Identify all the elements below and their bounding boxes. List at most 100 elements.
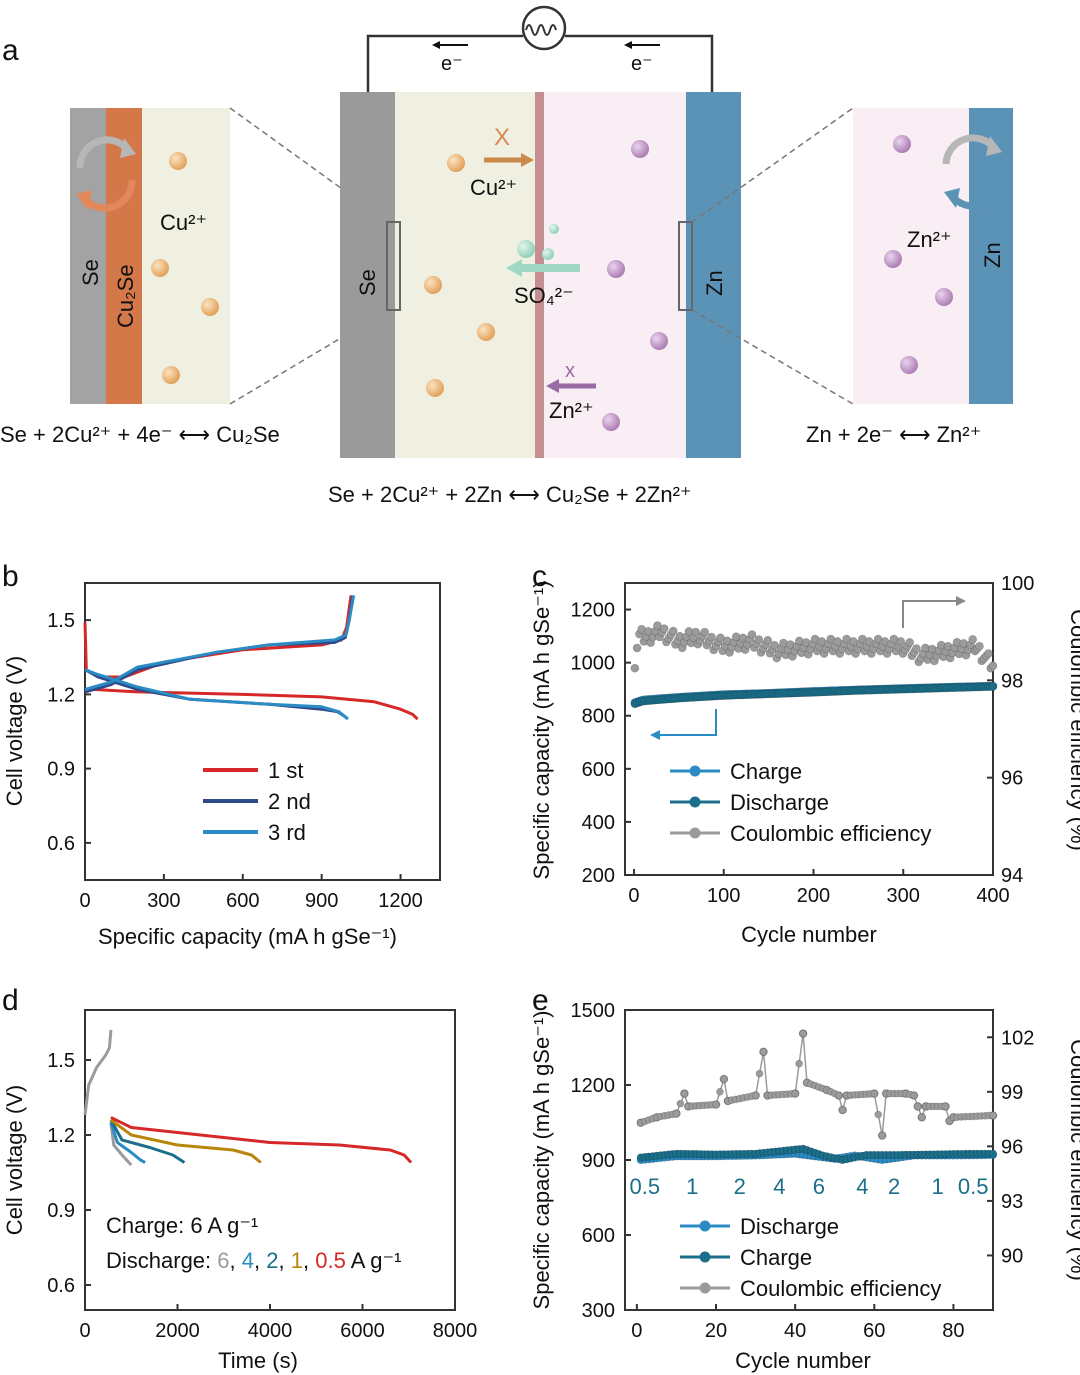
ce-point (716, 633, 725, 643)
legend-marker (689, 765, 701, 777)
annotation-part: , (279, 1248, 291, 1273)
charge-point (988, 1149, 998, 1158)
left-cu2se-label: Cu₂Se (113, 264, 138, 328)
ce-point (759, 1048, 768, 1056)
ce-point (941, 1102, 950, 1111)
x-tick-label: 4000 (248, 1320, 293, 1342)
ce-point (668, 626, 678, 636)
external-wire (366, 34, 714, 95)
panel-b: b 0 300 600 900 1200 0.6 0.9 1.2 1.5 1 st 2 nd 3 rd… (2, 560, 441, 949)
annotation-part: 4 (242, 1248, 254, 1273)
x-axis-label: Specific capacity (mA h gSe⁻¹) (98, 924, 397, 949)
x-axis-label: Cycle number (735, 1348, 871, 1373)
lightbulb-icon (521, 5, 567, 51)
y-tick-label: 0.6 (47, 1275, 75, 1297)
zn-ion (935, 288, 953, 306)
rate-label: 4 (856, 1174, 868, 1199)
y2-tick-label: 100 (1001, 573, 1034, 595)
ce-point (754, 635, 764, 644)
x-tick-label: 300 (147, 890, 180, 912)
ce-point (917, 1113, 926, 1122)
ce-point (720, 1075, 728, 1083)
series-line-1st-discharge (84, 687, 419, 721)
ce-point (691, 627, 701, 637)
cu-ion (477, 323, 495, 341)
legend-label: Discharge (730, 790, 829, 815)
left-cu-ion-label: Cu²⁺ (160, 210, 207, 235)
right-zn-ion-label: Zn²⁺ (907, 227, 952, 252)
equation-right: Zn + 2e⁻ ⟷ Zn²⁺ (806, 422, 981, 447)
annotation-part: A g⁻¹ (351, 1248, 402, 1273)
series-line-discharge-4 (109, 1122, 146, 1164)
y-tick-label: 1200 (571, 1075, 616, 1097)
ce-point (747, 630, 757, 639)
ce-point (838, 1106, 847, 1114)
cu-ion (169, 152, 187, 170)
series-line-discharge-0.5 (110, 1116, 413, 1164)
panel-a: a e⁻ e⁻ Se Cu₂Se Cu²⁺ (0, 5, 1013, 507)
ce-point (712, 1100, 720, 1109)
ce-point (968, 635, 978, 644)
annotation-part: 6 (217, 1248, 229, 1273)
rate-label: 0.5 (629, 1174, 660, 1199)
series-line-2nd-charge (84, 595, 355, 694)
x-tick-label: 0 (79, 890, 90, 912)
y-tick-label: 800 (582, 706, 615, 728)
right-axis-arrow-icon (902, 600, 958, 628)
y2-tick-label: 99 (1001, 1082, 1023, 1104)
zn-ion (650, 332, 668, 350)
right-axis-arrowhead-icon (956, 596, 966, 606)
rate-label: 4 (773, 1174, 785, 1199)
ce-point (878, 1131, 887, 1140)
y-tick-label: 1.5 (47, 1050, 75, 1072)
x-tick-label: 0 (628, 885, 639, 907)
cu-ion (151, 259, 169, 277)
plot-frame (624, 582, 994, 876)
ce-point (672, 1109, 681, 1118)
zoom-guide-line (691, 107, 854, 223)
legend-label: Coulombic efficiency (740, 1276, 941, 1301)
ce-point (912, 644, 921, 653)
ce-point (763, 635, 773, 645)
series-line-discharge-2 (109, 1119, 186, 1164)
legend-marker (689, 827, 701, 839)
legend-label: 2 nd (268, 789, 311, 814)
y-tick-label: 400 (582, 812, 615, 834)
y-tick-label: 600 (582, 1225, 615, 1247)
cycle-arrows-icon (76, 136, 136, 212)
discharge-annotation: Discharge: 6, 4, 2, 1, 0.5 A g⁻¹ (106, 1248, 401, 1273)
cu-ion (447, 154, 465, 172)
x-tick-label: 2000 (155, 1320, 200, 1342)
ce-point (630, 663, 640, 673)
ce-point (680, 1089, 689, 1098)
x-tick-label: 100 (707, 885, 740, 907)
y-tick-label: 0.9 (47, 759, 75, 781)
panel-e: e 0 20 40 60 80 300 600 900 1200 1500 90 93 96 99 102 0… (529, 984, 1080, 1373)
ce-point (874, 1110, 883, 1119)
battery-cell: Se Zn X Cu²⁺ SO₄²⁻ x (340, 92, 741, 458)
equation-total: Se + 2Cu²⁺ + 2Zn ⟷ Cu₂Se + 2Zn²⁺ (328, 482, 692, 507)
x-tick-label: 1200 (378, 890, 423, 912)
x-tick-label: 300 (887, 885, 920, 907)
y2-tick-label: 94 (1001, 865, 1023, 887)
legend-label: Discharge (740, 1214, 839, 1239)
panel-b-label: b (2, 560, 19, 593)
rate-label: 1 (686, 1174, 698, 1199)
zn-blocked-mark: x (565, 360, 575, 382)
left-axis-arrowhead-icon (650, 730, 660, 740)
legend-marker (699, 1282, 711, 1294)
cycle-arrows-icon (942, 134, 1004, 210)
se-electrode (340, 92, 395, 458)
ce-point (791, 1089, 800, 1098)
ce-point (770, 640, 779, 650)
x-tick-label: 400 (976, 885, 1009, 907)
panel-c-label: c (532, 560, 547, 593)
legend-label: 3 rd (268, 820, 306, 845)
zn-ion (631, 140, 649, 158)
ce-point (975, 641, 984, 651)
y-tick-label: 900 (582, 1150, 615, 1172)
ce-point (913, 1102, 922, 1111)
ce-point (653, 621, 662, 630)
zn-ion (900, 356, 918, 374)
annotation-part: 1 (291, 1248, 303, 1273)
